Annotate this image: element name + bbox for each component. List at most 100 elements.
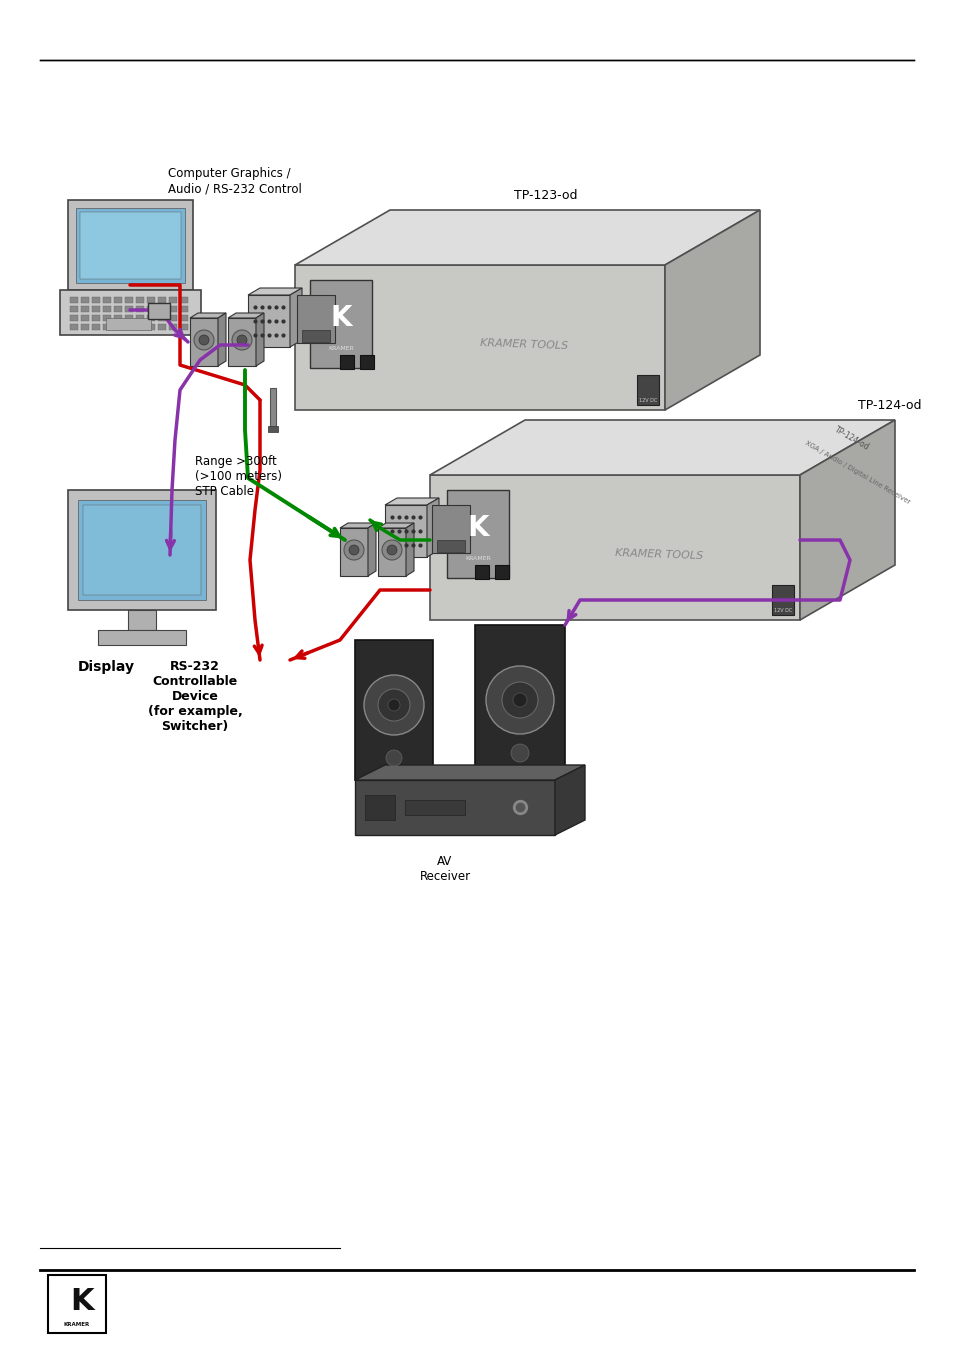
Polygon shape [190,313,226,318]
FancyBboxPatch shape [296,295,335,343]
FancyBboxPatch shape [310,280,372,369]
Text: XGA / Audio / Digital Line Receiver: XGA / Audio / Digital Line Receiver [803,440,910,505]
FancyBboxPatch shape [147,297,154,304]
Text: 12V DC: 12V DC [639,397,657,402]
Polygon shape [228,313,264,318]
FancyBboxPatch shape [495,565,509,579]
FancyBboxPatch shape [81,297,89,304]
Polygon shape [83,505,201,595]
Text: Display: Display [78,660,135,673]
Polygon shape [385,499,438,505]
FancyBboxPatch shape [103,306,111,312]
Polygon shape [664,210,760,411]
Text: KRAMER TOOLS: KRAMER TOOLS [479,339,568,351]
FancyBboxPatch shape [91,297,100,304]
FancyBboxPatch shape [106,318,151,331]
FancyBboxPatch shape [81,324,89,331]
FancyBboxPatch shape [158,306,166,312]
FancyBboxPatch shape [103,314,111,321]
Text: K: K [330,304,352,332]
FancyBboxPatch shape [180,324,188,331]
Circle shape [511,744,529,762]
Text: Computer Graphics /
Audio / RS-232 Control: Computer Graphics / Audio / RS-232 Contr… [168,167,301,195]
Polygon shape [339,523,375,528]
FancyBboxPatch shape [436,541,464,551]
FancyBboxPatch shape [113,297,122,304]
Polygon shape [128,610,156,630]
FancyBboxPatch shape [113,314,122,321]
FancyBboxPatch shape [359,355,374,369]
FancyBboxPatch shape [637,375,659,405]
Polygon shape [355,780,555,835]
Text: RS-232
Controllable
Device
(for example,
Switcher): RS-232 Controllable Device (for example,… [148,660,242,733]
FancyBboxPatch shape [180,297,188,304]
Text: K: K [70,1286,93,1316]
Polygon shape [339,528,368,576]
Text: KRAMER TOOLS: KRAMER TOOLS [615,549,703,561]
FancyBboxPatch shape [365,795,395,820]
FancyBboxPatch shape [113,324,122,331]
Circle shape [386,751,401,766]
Circle shape [232,331,252,350]
FancyBboxPatch shape [169,324,177,331]
FancyBboxPatch shape [136,297,144,304]
Polygon shape [368,523,375,576]
Text: KRAMER: KRAMER [328,346,354,351]
Circle shape [364,675,423,734]
Text: KRAMER: KRAMER [64,1321,90,1327]
Polygon shape [68,491,215,610]
Polygon shape [355,766,584,780]
Circle shape [344,541,364,560]
FancyBboxPatch shape [771,585,793,615]
FancyBboxPatch shape [70,324,78,331]
Polygon shape [218,313,226,366]
Polygon shape [76,209,185,283]
Polygon shape [290,289,302,347]
Polygon shape [427,499,438,557]
FancyBboxPatch shape [148,304,170,318]
Circle shape [513,692,526,707]
FancyBboxPatch shape [169,297,177,304]
FancyBboxPatch shape [475,625,564,780]
Circle shape [381,541,401,560]
Polygon shape [294,266,664,411]
FancyBboxPatch shape [136,324,144,331]
FancyBboxPatch shape [70,297,78,304]
FancyBboxPatch shape [302,331,330,341]
Text: AV
Receiver: AV Receiver [419,855,470,883]
FancyBboxPatch shape [136,306,144,312]
Circle shape [377,688,410,721]
Circle shape [236,335,247,346]
Text: 12V DC: 12V DC [773,607,791,612]
FancyBboxPatch shape [103,324,111,331]
FancyBboxPatch shape [81,306,89,312]
Polygon shape [248,289,302,295]
FancyBboxPatch shape [147,314,154,321]
Text: TP-123-od: TP-123-od [514,188,578,202]
FancyBboxPatch shape [91,306,100,312]
FancyBboxPatch shape [70,306,78,312]
Text: KRAMER: KRAMER [464,556,491,561]
Polygon shape [430,476,800,621]
Circle shape [388,699,399,711]
FancyBboxPatch shape [180,314,188,321]
Polygon shape [255,313,264,366]
Polygon shape [78,500,206,600]
Polygon shape [80,211,181,279]
Polygon shape [377,523,414,528]
FancyBboxPatch shape [147,306,154,312]
Text: Range >300ft
(>100 meters)
STP Cable: Range >300ft (>100 meters) STP Cable [194,455,282,499]
FancyBboxPatch shape [270,388,275,428]
Circle shape [485,667,554,734]
FancyBboxPatch shape [125,306,132,312]
Polygon shape [228,318,255,366]
FancyBboxPatch shape [103,297,111,304]
FancyBboxPatch shape [91,314,100,321]
FancyBboxPatch shape [81,314,89,321]
FancyBboxPatch shape [169,306,177,312]
FancyBboxPatch shape [447,491,509,579]
Polygon shape [430,420,894,476]
FancyBboxPatch shape [158,324,166,331]
Polygon shape [60,290,201,335]
Polygon shape [406,523,414,576]
